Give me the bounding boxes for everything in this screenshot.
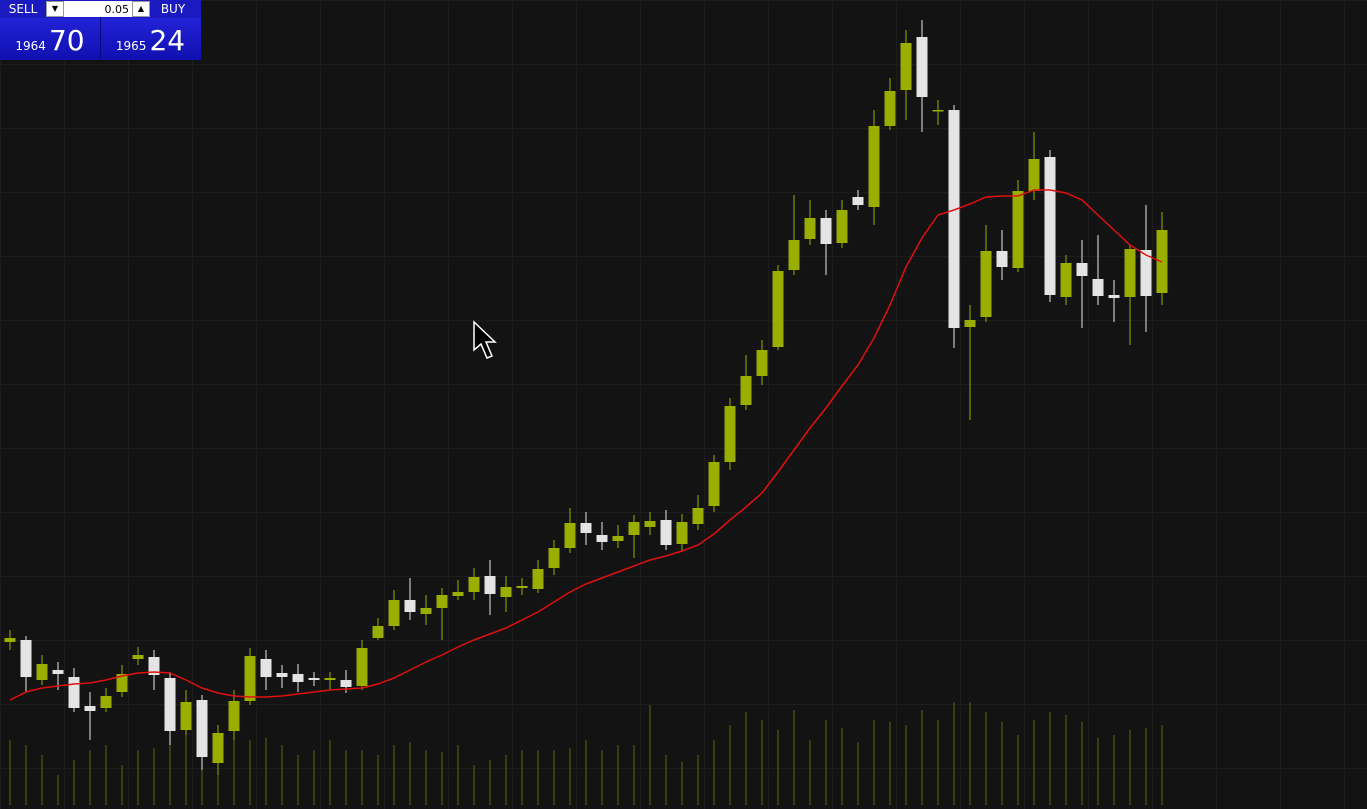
candle-body xyxy=(436,595,448,608)
candle-body xyxy=(996,251,1008,267)
candle-body xyxy=(420,608,432,614)
candle-body xyxy=(244,656,256,701)
candle-body xyxy=(388,600,400,626)
candle-body xyxy=(964,320,976,327)
candle-body xyxy=(52,670,64,674)
candle-body xyxy=(196,700,208,757)
candle-body xyxy=(532,569,544,589)
candle-body xyxy=(68,677,80,708)
candle-body xyxy=(724,406,736,462)
candle-body xyxy=(692,508,704,524)
candle-body xyxy=(116,674,128,692)
candle-body xyxy=(404,600,416,612)
candle-body xyxy=(4,638,16,642)
candle-body xyxy=(868,126,880,207)
candle-body xyxy=(356,648,368,686)
candle-body xyxy=(932,110,944,112)
candle-layer xyxy=(4,20,1168,775)
candle-body xyxy=(740,376,752,405)
trade-panel: SELL ▼ 0.05 ▲ BUY 1964 70 1965 24 xyxy=(0,0,201,60)
candle-body xyxy=(948,110,960,328)
candle-body xyxy=(308,678,320,680)
candle-body xyxy=(612,536,624,541)
candle-body xyxy=(804,218,816,239)
candle-body xyxy=(1044,157,1056,295)
candle-body xyxy=(324,678,336,680)
candle-body xyxy=(772,271,784,347)
candle-body xyxy=(708,462,720,506)
candle-body xyxy=(916,37,928,97)
candle-body xyxy=(564,523,576,548)
candle-body xyxy=(644,521,656,527)
candle-body xyxy=(20,640,32,677)
buy-price-major: 1965 xyxy=(115,39,147,53)
buy-price-minor: 24 xyxy=(149,24,186,57)
candle-body xyxy=(1060,263,1072,297)
candle-body xyxy=(1092,279,1104,296)
candle-body xyxy=(36,664,48,680)
lot-value[interactable]: 0.05 xyxy=(104,2,130,16)
candle-body xyxy=(548,548,560,568)
candle-body xyxy=(500,587,512,597)
candle-body xyxy=(1140,250,1152,296)
candle-body xyxy=(884,91,896,126)
sell-button[interactable]: SELL xyxy=(8,2,38,16)
candle-body xyxy=(660,520,672,545)
candle-body xyxy=(596,535,608,542)
buy-button[interactable]: BUY xyxy=(160,2,186,16)
candle-body xyxy=(148,657,160,675)
sell-price-major: 1964 xyxy=(15,39,46,53)
candle-body xyxy=(468,577,480,592)
candle-body xyxy=(84,706,96,711)
candle-body xyxy=(1012,191,1024,268)
candle-body xyxy=(228,701,240,731)
candle-body xyxy=(292,674,304,682)
candle-body xyxy=(628,522,640,535)
candle-body xyxy=(836,210,848,243)
candle-body xyxy=(260,659,272,677)
candle-body xyxy=(820,218,832,244)
candle-body xyxy=(788,240,800,270)
candle-body xyxy=(1028,159,1040,191)
candle-body xyxy=(340,680,352,687)
moving-average xyxy=(9,189,1163,701)
buy-price[interactable]: 1965 24 xyxy=(100,18,200,60)
candle-body xyxy=(1124,249,1136,297)
candle-body xyxy=(516,586,528,588)
candle-body xyxy=(100,696,112,708)
candle-body xyxy=(980,251,992,317)
candle-body xyxy=(852,197,864,205)
candle-body xyxy=(580,523,592,533)
lot-spinner[interactable]: ▼ 0.05 ▲ xyxy=(46,1,150,17)
candle-body xyxy=(1108,295,1120,298)
candle-body xyxy=(180,702,192,730)
candle-body xyxy=(452,592,464,596)
sell-price-minor: 70 xyxy=(48,24,85,57)
candle-body xyxy=(756,350,768,376)
trade-bar: SELL ▼ 0.05 ▲ BUY xyxy=(0,0,201,18)
candle-body xyxy=(164,678,176,731)
candle-body xyxy=(212,733,224,763)
candle-body xyxy=(484,576,496,594)
mouse-cursor xyxy=(473,320,497,359)
lot-down[interactable]: ▼ xyxy=(46,1,64,17)
candle-body xyxy=(132,655,144,659)
candle-body xyxy=(676,522,688,544)
candle-body xyxy=(1076,263,1088,276)
candle-body xyxy=(276,673,288,677)
candle-body xyxy=(372,626,384,638)
candle-body xyxy=(900,43,912,90)
sell-price[interactable]: 1964 70 xyxy=(0,18,100,60)
lot-up[interactable]: ▲ xyxy=(132,1,150,17)
